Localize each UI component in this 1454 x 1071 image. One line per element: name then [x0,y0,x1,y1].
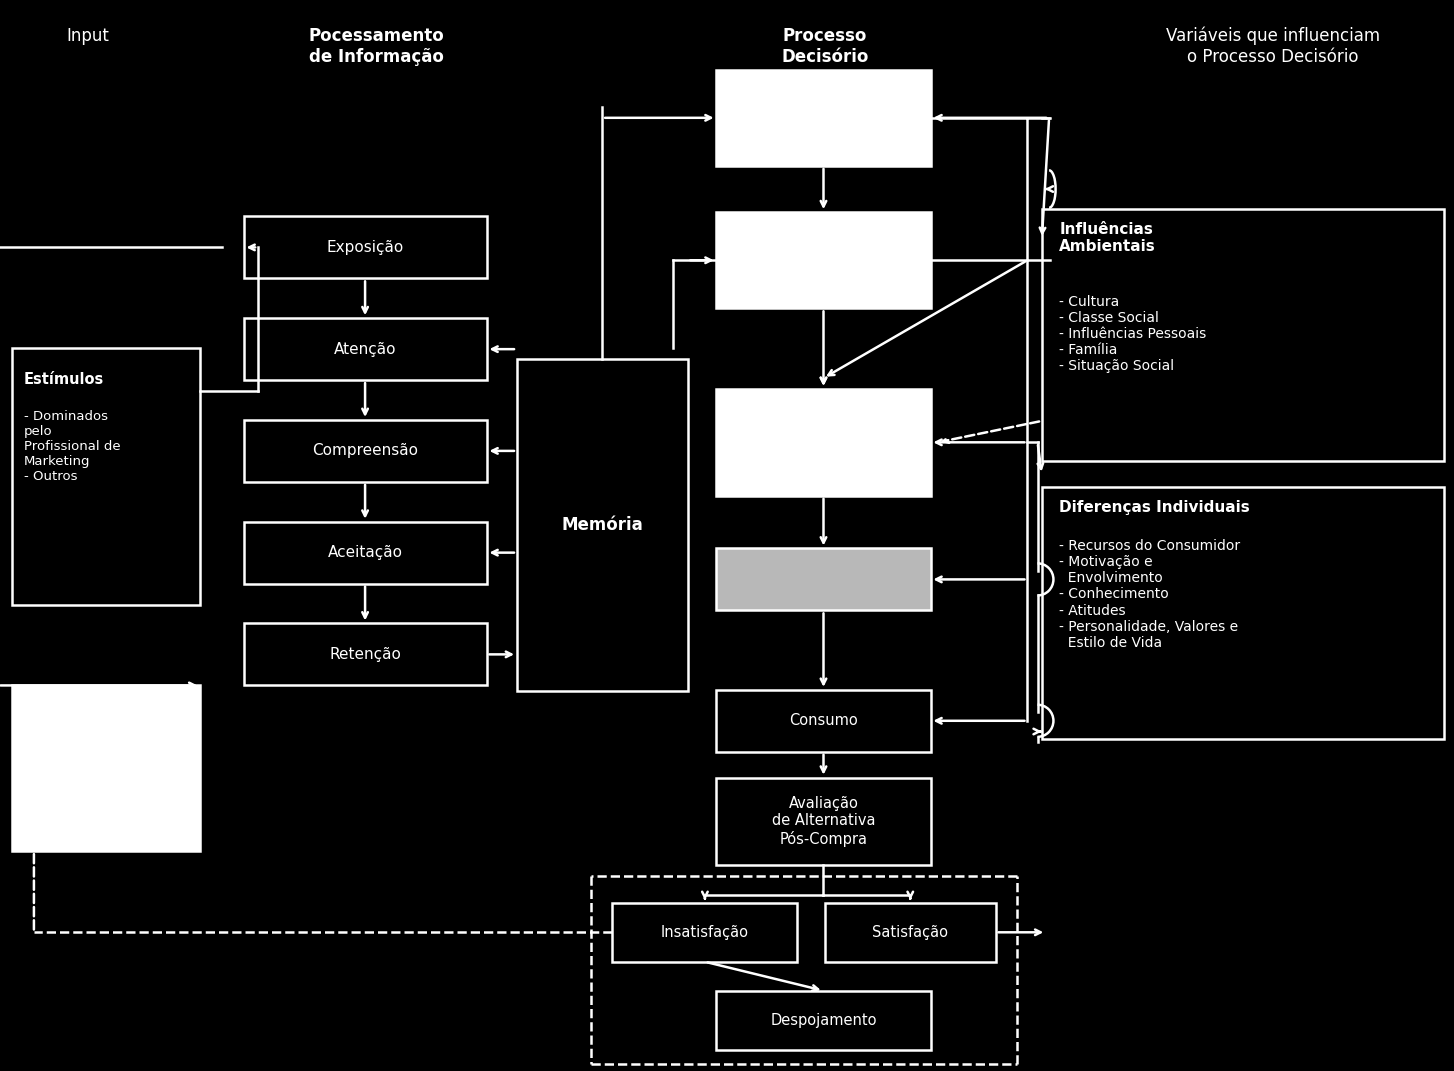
Text: Memória: Memória [561,516,643,533]
Bar [717,212,931,308]
Bar [244,216,487,278]
Bar [244,623,487,685]
Bar [717,690,931,752]
Text: Aceitação: Aceitação [327,545,403,560]
Text: Retenção: Retenção [329,647,401,662]
Bar [717,778,931,865]
Text: Satisfação: Satisfação [872,924,948,940]
Bar [612,903,797,962]
Bar [717,70,931,166]
Bar [244,420,487,482]
Bar [244,318,487,380]
Text: - Cultura
- Classe Social
- Influências Pessoais
- Família
- Situação Social: - Cultura - Classe Social - Influências … [1059,295,1207,374]
Text: - Recursos do Consumidor
- Motivação e
  Envolvimento
- Conhecimento
- Atitudes
: - Recursos do Consumidor - Motivação e E… [1059,539,1240,650]
Bar [12,348,201,605]
Text: Exposição: Exposição [327,240,404,255]
Text: Processo
Decisório: Processo Decisório [781,27,868,65]
Text: Avaliação
de Alternativa
Pós-Compra: Avaliação de Alternativa Pós-Compra [772,796,875,847]
Text: Compreensão: Compreensão [313,443,419,458]
Bar [518,359,688,691]
Text: Variáveis que influenciam
o Processo Decisório: Variáveis que influenciam o Processo Dec… [1166,27,1380,66]
Text: Pocessamento
de Informação: Pocessamento de Informação [308,27,445,65]
Bar [1043,209,1444,461]
Bar [12,685,201,851]
Text: Diferenças Individuais: Diferenças Individuais [1059,500,1250,515]
Text: Input: Input [65,27,109,45]
Text: Influências
Ambientais: Influências Ambientais [1059,222,1156,254]
Bar [717,389,931,496]
Text: Consumo: Consumo [790,713,858,728]
Text: Despojamento: Despojamento [771,1012,877,1028]
Bar [717,548,931,610]
Text: Insatisfação: Insatisfação [662,924,749,940]
Bar [1043,487,1444,739]
Bar [824,903,996,962]
Bar [717,991,931,1050]
Bar [244,522,487,584]
Text: - Dominados
pelo
Profissional de
Marketing
- Outros: - Dominados pelo Profissional de Marketi… [23,410,121,483]
Text: Estímulos: Estímulos [23,372,105,387]
Text: Atenção: Atenção [334,342,397,357]
